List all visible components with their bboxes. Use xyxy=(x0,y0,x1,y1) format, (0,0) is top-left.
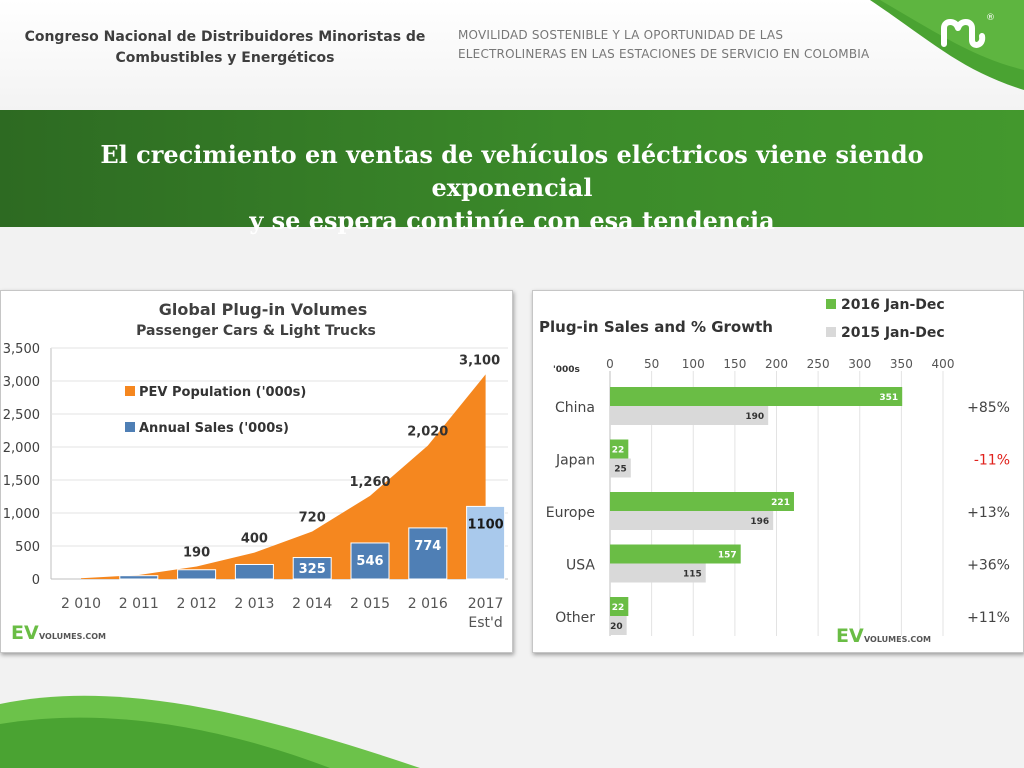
x-tick-label: 50 xyxy=(644,357,659,371)
legend-swatch-2015 xyxy=(826,327,836,337)
y-tick-label: 3,000 xyxy=(3,375,40,390)
category-label: USA xyxy=(566,558,595,574)
congress-name-line1: Congreso Nacional de Distribuidores Mino… xyxy=(16,27,434,48)
sales-growth-chart-panel: Plug-in Sales and % Growth 2016 Jan-Dec 20… xyxy=(532,290,1024,653)
unit-label: '000s xyxy=(553,365,580,375)
x-tick-label: 2 016 xyxy=(408,596,448,612)
growth-percent: +36% xyxy=(967,558,1010,574)
slide-header: Congreso Nacional de Distribuidores Mino… xyxy=(0,0,1024,110)
category-label: China xyxy=(555,400,595,416)
x-tick-label: 150 xyxy=(723,357,746,371)
slide-title: El crecimiento en ventas de vehículos el… xyxy=(20,138,1004,237)
source-volumes-text: VOLUMES.COM xyxy=(39,632,106,641)
annual-sales-label: 325 xyxy=(299,562,326,577)
annual-sales-label: 774 xyxy=(414,539,441,554)
bar-2015-value: 196 xyxy=(750,517,769,527)
sales-growth-chart: Plug-in Sales and % Growth 2016 Jan-Dec 20… xyxy=(533,291,1024,653)
global-volumes-chart-panel: Global Plug-in Volumes Passenger Cars & L… xyxy=(0,290,513,653)
x-tick-label: 2 015 xyxy=(350,596,390,612)
growth-percent: -11% xyxy=(974,453,1010,469)
bar-2016-value: 22 xyxy=(612,603,625,613)
y-tick-label: 3,500 xyxy=(3,342,40,357)
legend-swatch-pev-population xyxy=(125,386,135,396)
y-tick-label: 1,500 xyxy=(3,474,40,489)
x-tick-label: 2 012 xyxy=(177,596,217,612)
congress-name-line2: Combustibles y Energéticos xyxy=(16,48,434,69)
x-tick-label: 250 xyxy=(807,357,830,371)
annual-sales-bar xyxy=(235,564,273,579)
x-tick-label: 100 xyxy=(682,357,705,371)
bar-2016 xyxy=(610,387,902,406)
pev-population-label: 2,020 xyxy=(407,425,448,440)
category-label: Japan xyxy=(555,453,595,469)
growth-percent: +11% xyxy=(967,610,1010,626)
global-volumes-chart: Global Plug-in Volumes Passenger Cars & L… xyxy=(1,291,513,653)
pev-population-label: 400 xyxy=(241,532,268,547)
topic-line2: ELECTROLINERAS EN LAS ESTACIONES DE SERV… xyxy=(458,45,928,64)
y-tick-label: 2,000 xyxy=(3,441,40,456)
y-tick-label: 2,500 xyxy=(3,408,40,423)
bar-2015-value: 190 xyxy=(745,412,764,422)
annual-sales-bar xyxy=(178,570,216,579)
x-tick-label: 2 010 xyxy=(61,596,101,612)
x-tick-label: 2017 xyxy=(468,596,504,612)
source-ev-mark: EV xyxy=(11,622,39,644)
growth-percent: +13% xyxy=(967,505,1010,521)
annual-sales-label: 546 xyxy=(356,554,383,569)
bar-2015 xyxy=(610,511,773,530)
x-tick-label: 400 xyxy=(932,357,955,371)
bar-2016-value: 351 xyxy=(879,393,898,403)
x-tick-label: 2 011 xyxy=(119,596,159,612)
x-tick-label: 2 014 xyxy=(292,596,332,612)
slide-title-line1: El crecimiento en ventas de vehículos el… xyxy=(20,138,1004,204)
source-volumes-text: VOLUMES.COM xyxy=(864,635,931,644)
bar-2015-value: 115 xyxy=(683,570,702,580)
y-tick-label: 0 xyxy=(32,573,40,588)
annual-sales-bar xyxy=(120,576,158,579)
pev-population-label: 3,100 xyxy=(459,353,500,368)
category-label: Other xyxy=(555,610,595,626)
source-ev-mark: EV xyxy=(836,625,864,647)
organization-logo-icon: ® xyxy=(936,10,998,58)
legend-swatch-2016 xyxy=(826,299,836,309)
bar-2015-value: 20 xyxy=(610,622,623,632)
y-tick-label: 1,000 xyxy=(3,507,40,522)
bar-2016-value: 221 xyxy=(771,498,790,508)
bar-2016 xyxy=(610,492,794,511)
x-tick-sublabel: Est'd xyxy=(468,615,502,631)
bar-2016-value: 157 xyxy=(718,551,737,561)
pev-population-label: 190 xyxy=(183,545,210,560)
chart-title: Global Plug-in Volumes xyxy=(159,300,367,319)
congress-name: Congreso Nacional de Distribuidores Mino… xyxy=(16,27,434,69)
topic-line1: MOVILIDAD SOSTENIBLE Y LA OPORTUNIDAD DE… xyxy=(458,26,928,45)
pev-population-label: 720 xyxy=(299,510,326,525)
legend-label-pev-population: PEV Population ('000s) xyxy=(139,385,306,400)
slide-title-line2: y se espera continúe con esa tendencia xyxy=(20,204,1004,237)
bar-2016-value: 22 xyxy=(612,446,625,456)
chart-subtitle: Passenger Cars & Light Trucks xyxy=(136,323,376,339)
legend-label-2015: 2015 Jan-Dec xyxy=(841,325,945,341)
x-tick-label: 200 xyxy=(765,357,788,371)
growth-percent: +85% xyxy=(967,400,1010,416)
x-tick-label: 300 xyxy=(848,357,871,371)
y-tick-label: 500 xyxy=(15,540,40,555)
x-tick-label: 350 xyxy=(890,357,913,371)
registered-mark: ® xyxy=(986,13,995,23)
presentation-topic: MOVILIDAD SOSTENIBLE Y LA OPORTUNIDAD DE… xyxy=(458,26,928,64)
legend-swatch-annual-sales xyxy=(125,422,135,432)
pev-population-label: 1,260 xyxy=(349,475,390,490)
x-tick-label: 0 xyxy=(606,357,614,371)
x-tick-label: 2 013 xyxy=(234,596,274,612)
category-label: Europe xyxy=(546,505,595,521)
chart-title: Plug-in Sales and % Growth xyxy=(539,318,773,336)
legend-label-annual-sales: Annual Sales ('000s) xyxy=(139,421,289,436)
bar-2015-value: 25 xyxy=(614,465,627,475)
annual-sales-label: 1100 xyxy=(468,517,504,532)
footer-swoosh-decoration xyxy=(0,684,1024,768)
legend-label-2016: 2016 Jan-Dec xyxy=(841,297,945,313)
